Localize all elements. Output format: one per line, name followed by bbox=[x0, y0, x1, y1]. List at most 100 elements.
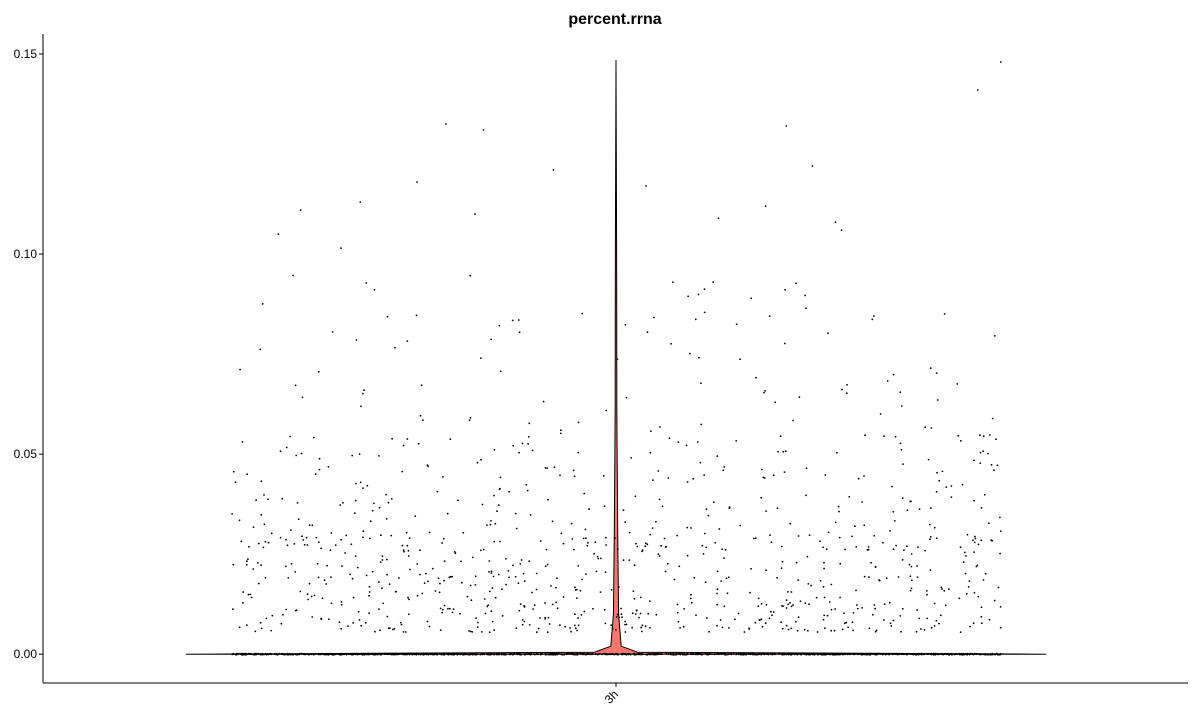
data-point bbox=[508, 490, 510, 493]
data-point bbox=[385, 518, 388, 520]
data-point bbox=[622, 652, 624, 655]
data-point bbox=[678, 565, 681, 568]
data-point bbox=[407, 596, 409, 599]
data-point bbox=[726, 592, 729, 595]
data-point bbox=[425, 572, 427, 575]
data-point bbox=[493, 540, 496, 543]
data-point bbox=[289, 435, 291, 438]
data-point bbox=[318, 468, 321, 471]
data-point bbox=[789, 601, 791, 604]
data-point bbox=[535, 631, 538, 634]
data-point bbox=[285, 538, 287, 541]
data-point bbox=[782, 653, 784, 656]
data-point bbox=[792, 604, 794, 606]
data-point bbox=[833, 629, 836, 632]
data-point bbox=[297, 518, 300, 521]
data-point bbox=[419, 549, 421, 552]
data-point bbox=[559, 624, 561, 627]
data-point bbox=[844, 622, 846, 625]
data-point bbox=[277, 233, 280, 236]
data-point bbox=[767, 653, 769, 655]
data-point bbox=[479, 549, 482, 552]
data-point bbox=[385, 493, 387, 496]
data-point bbox=[390, 498, 393, 500]
data-point bbox=[294, 571, 297, 573]
data-point bbox=[534, 653, 536, 656]
data-point bbox=[867, 548, 870, 551]
data-point bbox=[324, 653, 326, 656]
data-point bbox=[576, 653, 578, 656]
data-point bbox=[587, 541, 589, 544]
data-point bbox=[701, 544, 704, 547]
data-point bbox=[614, 629, 617, 631]
data-point bbox=[780, 545, 783, 548]
data-point bbox=[247, 652, 250, 655]
data-point bbox=[574, 586, 576, 589]
data-point bbox=[498, 324, 501, 327]
data-point bbox=[290, 529, 292, 531]
data-point bbox=[449, 438, 452, 441]
data-point bbox=[241, 441, 244, 443]
data-point bbox=[805, 307, 807, 310]
data-point bbox=[406, 652, 409, 655]
data-point bbox=[469, 630, 472, 633]
data-point bbox=[895, 544, 897, 547]
data-point bbox=[641, 624, 644, 627]
data-point bbox=[570, 522, 573, 525]
y-tick-label: 0.00 bbox=[14, 647, 38, 661]
data-point bbox=[941, 470, 944, 473]
data-point bbox=[595, 570, 598, 573]
data-point bbox=[930, 626, 933, 629]
data-point bbox=[702, 553, 705, 555]
data-point bbox=[285, 608, 288, 611]
data-point bbox=[428, 531, 431, 534]
data-point bbox=[458, 652, 460, 655]
data-point bbox=[271, 614, 274, 617]
data-point bbox=[892, 510, 895, 513]
data-point bbox=[901, 607, 904, 610]
data-point bbox=[923, 653, 926, 656]
data-point bbox=[406, 340, 409, 342]
data-point bbox=[621, 616, 623, 619]
data-point bbox=[605, 536, 607, 539]
data-point bbox=[605, 544, 607, 546]
data-point bbox=[885, 652, 888, 655]
data-point bbox=[838, 510, 840, 513]
data-point bbox=[894, 435, 897, 438]
data-point bbox=[360, 653, 363, 656]
data-point bbox=[347, 625, 349, 627]
data-point bbox=[944, 604, 947, 607]
data-point bbox=[661, 505, 664, 508]
data-point bbox=[737, 652, 740, 655]
data-point bbox=[351, 454, 354, 457]
data-point bbox=[451, 611, 454, 614]
data-point bbox=[783, 471, 786, 473]
data-point bbox=[782, 450, 785, 453]
data-point bbox=[556, 607, 559, 610]
data-point bbox=[562, 596, 565, 598]
data-point bbox=[892, 548, 895, 551]
data-point bbox=[639, 596, 642, 599]
data-point bbox=[985, 653, 988, 656]
data-point bbox=[898, 653, 901, 655]
data-point bbox=[378, 506, 381, 509]
data-point bbox=[303, 543, 306, 546]
data-point bbox=[259, 621, 262, 624]
data-point bbox=[686, 554, 689, 557]
data-point bbox=[590, 653, 593, 655]
data-point bbox=[826, 614, 829, 617]
data-point bbox=[317, 576, 320, 579]
data-point bbox=[577, 451, 580, 454]
data-point bbox=[868, 576, 870, 578]
data-point bbox=[849, 653, 851, 656]
data-point bbox=[790, 591, 793, 593]
data-point bbox=[722, 469, 725, 472]
data-point bbox=[583, 653, 586, 656]
data-point bbox=[677, 441, 680, 443]
data-point bbox=[260, 514, 263, 516]
data-point bbox=[479, 653, 482, 656]
data-point bbox=[490, 570, 493, 573]
data-point bbox=[490, 572, 493, 574]
data-point bbox=[613, 653, 616, 656]
data-point bbox=[357, 610, 360, 613]
